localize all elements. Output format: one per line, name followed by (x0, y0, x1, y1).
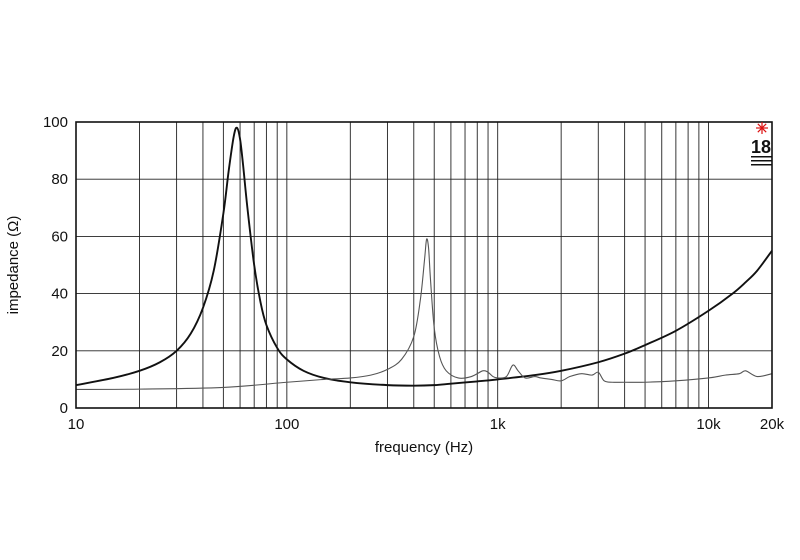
y-axis-label: impedance (Ω) (5, 216, 22, 315)
brand-logo-icon: 18 (751, 122, 772, 166)
x-tick-label: 100 (274, 416, 299, 433)
series-layer (75, 126, 773, 390)
x-tick-label: 10 (68, 416, 85, 433)
x-tick-label: 20k (760, 416, 785, 433)
x-tick-labels: 10 100 1k 10k 20k (68, 416, 785, 433)
y-tick-label: 80 (51, 171, 68, 188)
y-tick-label: 20 (51, 343, 68, 360)
y-tick-labels: 0 20 40 60 80 100 (43, 114, 68, 417)
svg-text:18: 18 (751, 137, 771, 157)
y-tick-label: 0 (60, 400, 68, 417)
y-tick-label: 40 (51, 286, 68, 303)
plot-frame (75, 121, 773, 409)
y-tick-label: 60 (51, 228, 68, 245)
y-tick-label: 100 (43, 114, 68, 131)
series-line-1 (75, 126, 773, 387)
x-tick-label: 10k (696, 416, 721, 433)
x-axis-label: frequency (Hz) (375, 439, 473, 456)
x-gridlines (139, 122, 709, 408)
y-gridlines (76, 178, 772, 352)
series-line-2 (75, 238, 773, 390)
x-tick-label: 1k (490, 416, 506, 433)
